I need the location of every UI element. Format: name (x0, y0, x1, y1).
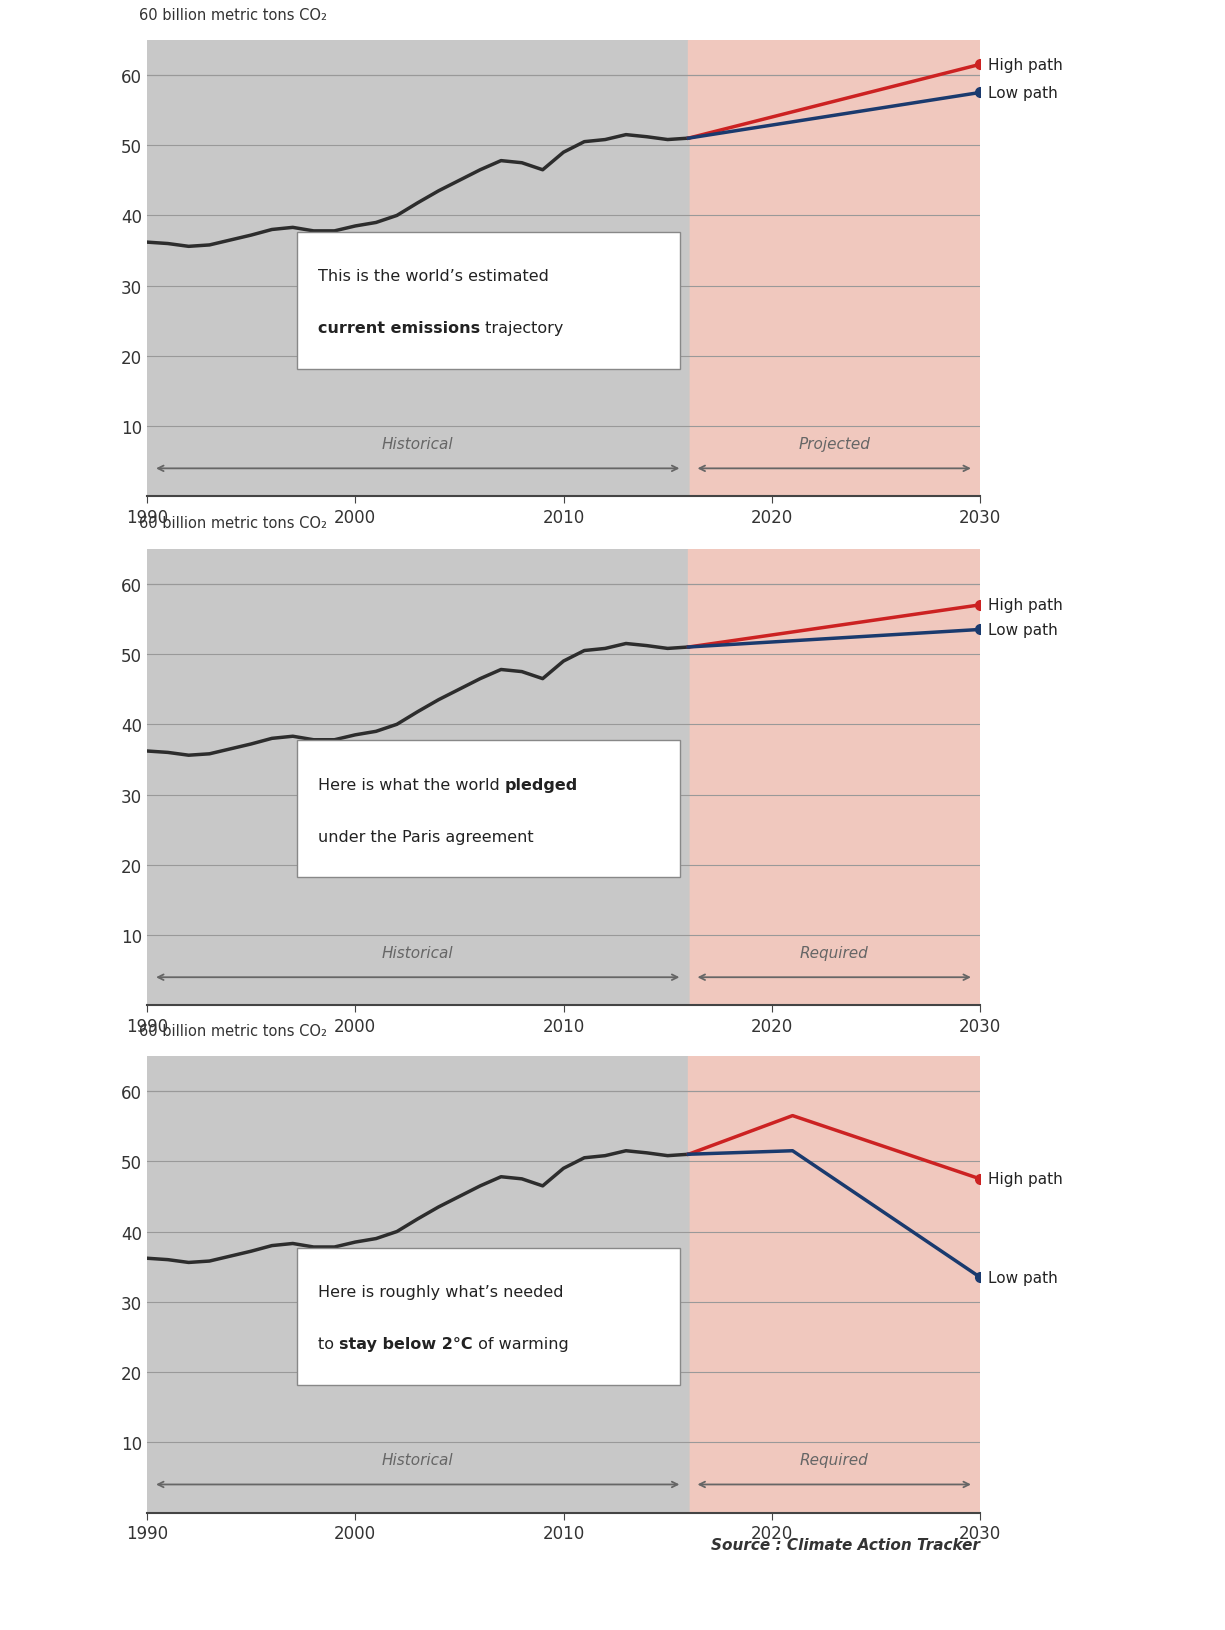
Text: 60 billion metric tons CO₂: 60 billion metric tons CO₂ (138, 1024, 327, 1038)
Text: Here is what the world: Here is what the world (317, 778, 505, 792)
Text: Historical: Historical (382, 437, 453, 452)
FancyBboxPatch shape (296, 1249, 680, 1385)
Text: Required: Required (800, 1452, 869, 1467)
Text: to: to (317, 1337, 339, 1351)
Bar (688, 549, 980, 1006)
Text: Source : Climate Action Tracker: Source : Climate Action Tracker (710, 1537, 980, 1552)
Text: Low path: Low path (989, 623, 1058, 637)
Text: stay below 2°C: stay below 2°C (339, 1337, 473, 1351)
Text: Low path: Low path (989, 1270, 1058, 1284)
Bar (147, 1056, 980, 1513)
FancyBboxPatch shape (296, 233, 680, 370)
Text: Projected: Projected (799, 437, 870, 452)
Text: 60 billion metric tons CO₂: 60 billion metric tons CO₂ (138, 8, 327, 23)
Text: 60 billion metric tons CO₂: 60 billion metric tons CO₂ (138, 517, 327, 531)
Bar (688, 41, 980, 497)
Text: High path: High path (989, 1172, 1063, 1187)
FancyBboxPatch shape (296, 742, 680, 879)
Bar (688, 1056, 980, 1513)
Text: Historical: Historical (382, 1452, 453, 1467)
Text: Low path: Low path (989, 86, 1058, 101)
Text: under the Paris agreement: under the Paris agreement (317, 830, 533, 844)
Bar (147, 41, 980, 497)
Text: High path: High path (989, 57, 1063, 73)
Text: pledged: pledged (505, 778, 578, 792)
Text: of warming: of warming (473, 1337, 568, 1351)
Text: This is the world’s estimated: This is the world’s estimated (317, 269, 549, 284)
Bar (147, 549, 980, 1006)
Text: trajectory: trajectory (480, 321, 564, 336)
Text: Required: Required (800, 945, 869, 960)
Text: High path: High path (989, 598, 1063, 613)
Text: current emissions: current emissions (317, 321, 480, 336)
Text: Here is roughly what’s needed: Here is roughly what’s needed (317, 1284, 564, 1299)
Text: Historical: Historical (382, 945, 453, 960)
